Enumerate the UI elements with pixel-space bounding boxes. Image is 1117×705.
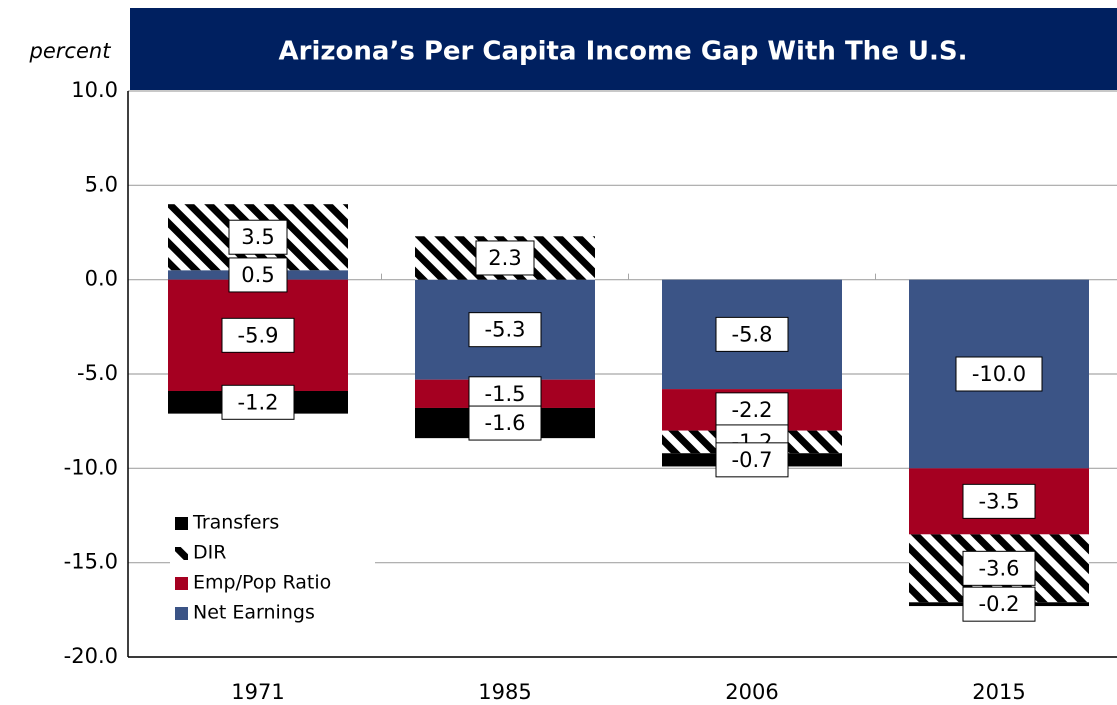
value-label-box <box>962 550 1036 586</box>
value-label: -0.7 <box>732 448 773 472</box>
value-label: -5.8 <box>732 322 773 346</box>
y-tick-label: -5.0 <box>77 361 118 385</box>
value-label-box <box>228 257 288 293</box>
value-label: -3.6 <box>979 556 1020 580</box>
value-label-box <box>468 376 542 412</box>
value-label-box <box>475 240 535 276</box>
value-label-box <box>715 316 789 352</box>
legend-label: Net Earnings <box>193 602 315 624</box>
legend-label: DIR <box>193 542 226 564</box>
value-label: -10.0 <box>972 362 1026 386</box>
value-label: -2.2 <box>732 398 773 422</box>
x-tick-label: 2015 <box>972 680 1025 704</box>
y-tick-label: -20.0 <box>64 644 118 668</box>
value-label: 2.3 <box>488 246 521 270</box>
legend-swatch <box>175 517 188 530</box>
value-label-box <box>962 483 1036 519</box>
value-label-box <box>715 442 789 478</box>
value-label-box <box>468 312 542 348</box>
title-banner <box>130 8 1117 90</box>
value-label: -1.5 <box>485 382 526 406</box>
value-label: -5.9 <box>238 323 279 347</box>
legend-label: Transfers <box>192 512 279 534</box>
legend-swatch <box>175 547 188 560</box>
y-tick-label: 10.0 <box>71 78 118 102</box>
value-label: -5.3 <box>485 318 526 342</box>
legend-swatch <box>175 577 188 590</box>
chart-title: Arizona’s Per Capita Income Gap With The… <box>279 37 968 67</box>
value-label-box <box>228 219 288 255</box>
x-tick-label: 1971 <box>231 680 284 704</box>
legend-swatch <box>175 607 188 620</box>
value-label: 3.5 <box>241 225 274 249</box>
value-label-box <box>221 317 295 353</box>
y-tick-label: 0.0 <box>85 267 118 291</box>
x-tick-label: 1985 <box>478 680 531 704</box>
value-label: -1.2 <box>238 390 279 414</box>
value-label-box <box>962 586 1036 622</box>
value-label: -3.5 <box>979 489 1020 513</box>
value-label-box <box>955 356 1043 392</box>
y-tick-label: -15.0 <box>64 550 118 574</box>
y-tick-label: -10.0 <box>64 455 118 479</box>
x-tick-label: 2006 <box>725 680 778 704</box>
legend-box <box>170 505 375 635</box>
value-label: -0.2 <box>979 592 1020 616</box>
y-axis-label: percent <box>29 39 112 63</box>
value-label-box <box>221 384 295 420</box>
value-label: -1.6 <box>485 411 526 435</box>
value-label-box <box>715 392 789 428</box>
value-label: 0.5 <box>241 263 274 287</box>
value-label-box <box>468 405 542 441</box>
y-tick-label: 5.0 <box>85 172 118 196</box>
legend-label: Emp/Pop Ratio <box>193 572 331 594</box>
